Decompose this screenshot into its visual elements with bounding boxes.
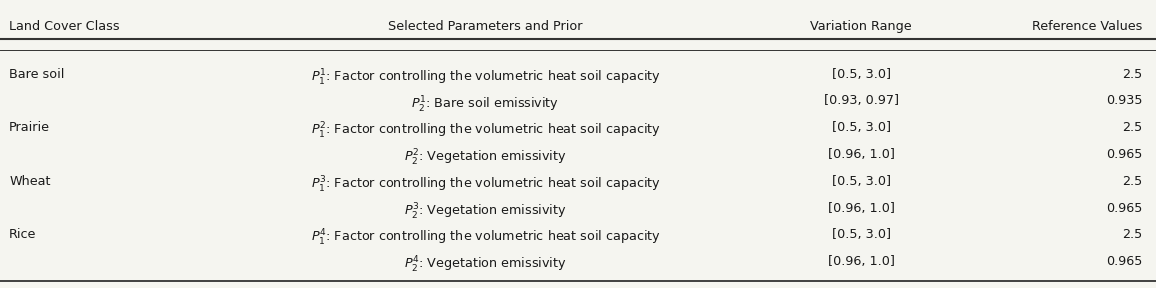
Text: [0.5, 3.0]: [0.5, 3.0] [831,121,891,134]
Text: 2.5: 2.5 [1121,121,1142,134]
Text: 0.935: 0.935 [1105,94,1142,107]
Text: [0.5, 3.0]: [0.5, 3.0] [831,228,891,241]
Text: Rice: Rice [9,228,37,241]
Text: $P^{4}_{2}$: Vegetation emissivity: $P^{4}_{2}$: Vegetation emissivity [405,255,566,275]
Text: Selected Parameters and Prior: Selected Parameters and Prior [388,20,583,33]
Text: $P^{4}_{1}$: Factor controlling the volumetric heat soil capacity: $P^{4}_{1}$: Factor controlling the volu… [311,228,660,249]
Text: [0.96, 1.0]: [0.96, 1.0] [828,202,895,215]
Text: Bare soil: Bare soil [9,68,65,81]
Text: [0.5, 3.0]: [0.5, 3.0] [831,175,891,188]
Text: 2.5: 2.5 [1121,228,1142,241]
Text: 2.5: 2.5 [1121,68,1142,81]
Text: $P^{1}_{1}$: Factor controlling the volumetric heat soil capacity: $P^{1}_{1}$: Factor controlling the volu… [311,68,660,88]
Text: [0.96, 1.0]: [0.96, 1.0] [828,148,895,161]
Text: $P^{3}_{2}$: Vegetation emissivity: $P^{3}_{2}$: Vegetation emissivity [405,202,566,222]
Text: Land Cover Class: Land Cover Class [9,20,120,33]
Text: 0.965: 0.965 [1106,202,1142,215]
Text: Wheat: Wheat [9,175,51,188]
Text: $P^{1}_{2}$: Bare soil emissivity: $P^{1}_{2}$: Bare soil emissivity [412,94,560,115]
Text: Reference Values: Reference Values [1032,20,1142,33]
Text: Variation Range: Variation Range [810,20,912,33]
Text: $P^{2}_{2}$: Vegetation emissivity: $P^{2}_{2}$: Vegetation emissivity [405,148,566,168]
Text: Prairie: Prairie [9,121,50,134]
Text: 0.965: 0.965 [1106,148,1142,161]
Text: [0.96, 1.0]: [0.96, 1.0] [828,255,895,268]
Text: 2.5: 2.5 [1121,175,1142,188]
Text: 0.965: 0.965 [1106,255,1142,268]
Text: [0.5, 3.0]: [0.5, 3.0] [831,68,891,81]
Text: $P^{2}_{1}$: Factor controlling the volumetric heat soil capacity: $P^{2}_{1}$: Factor controlling the volu… [311,121,660,141]
Text: $P^{3}_{1}$: Factor controlling the volumetric heat soil capacity: $P^{3}_{1}$: Factor controlling the volu… [311,175,660,195]
Text: [0.93, 0.97]: [0.93, 0.97] [824,94,898,107]
